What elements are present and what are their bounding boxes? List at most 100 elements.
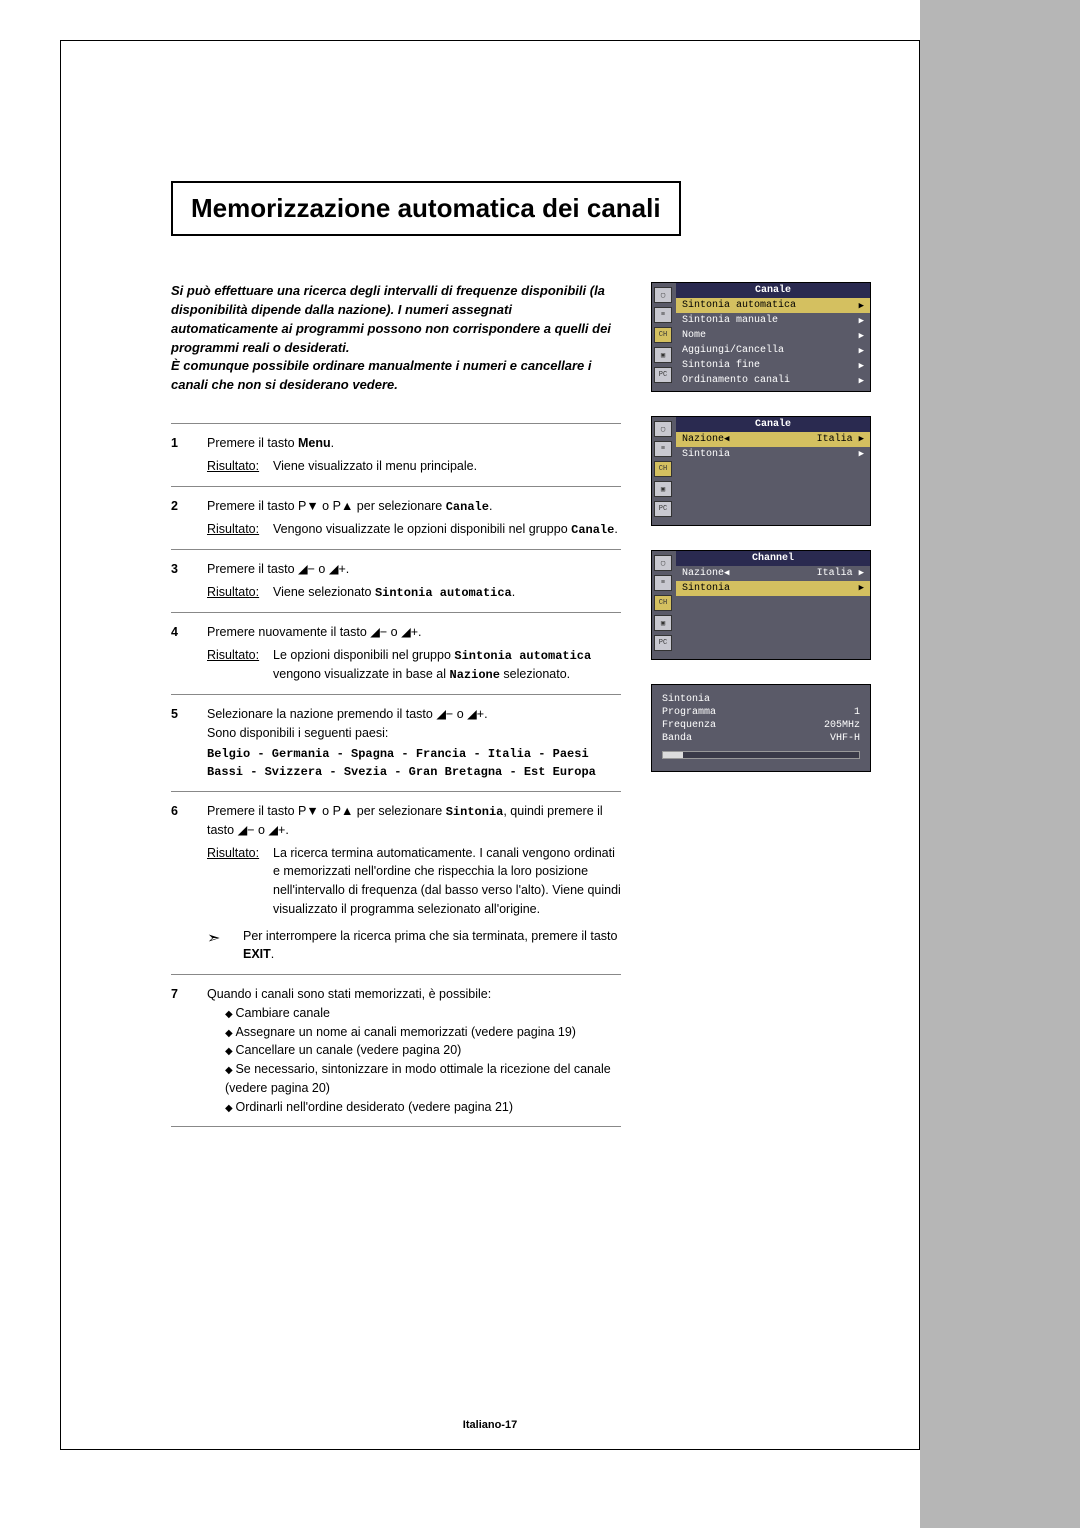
osd-info-label: Banda [662,733,692,744]
osd-menu-item: Nome ▶ [676,328,870,343]
osd-item-label: Aggiungi/Cancella [682,345,784,356]
page: Memorizzazione automatica dei canali Si … [0,0,1080,1528]
osd-body: Channel Nazione◀ Italia ▶ Sintonia ▶ [676,551,870,659]
note-arrow-icon: ➣ [207,927,243,965]
osd-icon-strip: ▢ ≡ CH ▣ PC [652,551,676,659]
title-box: Memorizzazione automatica dei canali [171,181,681,236]
result-row: Risultato: Viene selezionato Sintonia au… [207,583,621,602]
osd-side-icon: ▢ [654,421,672,437]
bullet-item: Se necessario, sintonizzare in modo otti… [225,1060,621,1098]
result-text: Viene selezionato Sintonia automatica. [273,583,621,602]
osd-item-label: Ordinamento canali [682,375,790,386]
step-text: Quando i canali sono stati memorizzati, … [207,985,621,1004]
step-body: Selezionare la nazione premendo il tasto… [207,705,621,781]
chevron-right-icon: ▶ [859,301,864,311]
result-mono: Canale [571,523,614,537]
chevron-right-icon: ▶ [859,568,864,578]
step-1: 1 Premere il tasto Menu. Risultato: Vien… [171,423,621,486]
osd-menu-item: Sintonia ▶ [676,581,870,596]
intro-block: Si può effettuare una ricerca degli inte… [171,282,621,395]
chevron-left-icon: ◀ [724,434,729,444]
osd-title: Channel [676,551,870,566]
left-column: Si può effettuare una ricerca degli inte… [171,282,621,1127]
vol-plus-icon: ◢+ [467,705,484,724]
osd-side-icon: ≡ [654,307,672,323]
chevron-right-icon: ▶ [859,376,864,386]
osd-side-icon: CH [654,595,672,611]
step-number: 7 [171,985,207,1116]
chevron-right-icon: ▶ [859,361,864,371]
step-text-post: . [489,499,492,513]
osd-item-label: Nome [682,330,706,341]
result-pre: Le opzioni disponibili nel gruppo [273,648,454,662]
osd-info-row: Sintonia [662,693,860,706]
result-mono: Sintonia automatica [375,586,512,600]
osd-info-label: Frequenza [662,720,716,731]
step-5: 5 Selezionare la nazione premendo il tas… [171,694,621,791]
bullet-item: Cancellare un canale (vedere pagina 20) [225,1041,621,1060]
step-number: 2 [171,497,207,539]
step-body: Premere il tasto P▼ o P▲ per selezionare… [207,497,621,539]
step-text: Premere il tasto ◢− o ◢+. [207,562,349,576]
result-post: selezionato. [500,667,570,681]
step-mono: Sintonia [446,805,504,819]
result-row: Risultato: Vengono visualizzate le opzio… [207,520,621,539]
osd-side-icon: ≡ [654,441,672,457]
chevron-right-icon: ▶ [859,434,864,444]
step-pre: Premere il tasto P▼ o P▲ per selezionare [207,804,446,818]
progress-bar-fill [663,752,683,758]
result-mono2: Nazione [450,668,500,682]
bullet-item: Ordinarli nell'ordine desiderato (vedere… [225,1098,621,1117]
osd-item-value: ▶ [859,583,864,594]
result-pre: Viene selezionato [273,585,375,599]
page-title: Memorizzazione automatica dei canali [191,193,661,224]
osd-menu-item: Sintonia automatica ▶ [676,298,870,313]
osd-icon-strip: ▢ ≡ CH ▣ PC [652,417,676,525]
gray-sidebar [920,0,1080,1528]
step-body: Premere nuovamente il tasto ◢− o ◢+. Ris… [207,623,621,684]
step-3: 3 Premere il tasto ◢− o ◢+. Risultato: V… [171,549,621,612]
result-post: . [614,522,617,536]
osd-side-icon: CH [654,327,672,343]
chevron-right-icon: ▶ [859,331,864,341]
result-row: Risultato: La ricerca termina automatica… [207,844,621,919]
vol-plus-icon: ◢+ [268,821,285,840]
vol-minus-icon: ◢− [370,623,387,642]
two-column-layout: Si può effettuare una ricerca degli inte… [171,282,941,1127]
step-text: Premere il tasto P▼ o P▲ per selezionare [207,499,446,513]
chevron-left-icon: ◀ [724,568,729,578]
intro-line-1: Si può effettuare una ricerca degli inte… [171,282,621,357]
step-2: 2 Premere il tasto P▼ o P▲ per seleziona… [171,486,621,549]
osd-item-label: Sintonia automatica [682,300,796,311]
step-text-post: . [331,436,334,450]
step-bold: Menu [298,436,331,450]
osd-side-icon: ▣ [654,347,672,363]
result-label: Risultato: [207,457,273,476]
bullet-item: Assegnare un nome ai canali memorizzati … [225,1023,621,1042]
note-text: Per interrompere la ricerca prima che si… [243,927,621,965]
osd-item-label: Nazione◀ [682,568,729,579]
step-line1: Selezionare la nazione premendo il tasto… [207,705,621,724]
intro-line-2: È comunque possibile ordinare manualment… [171,357,621,395]
result-text: Vengono visualizzate le opzioni disponib… [273,520,621,539]
osd-side-icon: PC [654,635,672,651]
osd-title: Canale [676,417,870,432]
chevron-right-icon: ▶ [859,316,864,326]
note-pre: Per interrompere la ricerca prima che si… [243,929,617,943]
osd-icon-strip: ▢ ≡ CH ▣ PC [652,283,676,391]
result-label: Risultato: [207,844,273,919]
osd-body: Canale Nazione◀Italia ▶Sintonia ▶ [676,417,870,525]
step-text: Premere nuovamente il tasto ◢− o ◢+. [207,625,422,639]
step-6: 6 Premere il tasto P▼ o P▲ per seleziona… [171,791,621,975]
result-pre: Vengono visualizzate le opzioni disponib… [273,522,571,536]
step-body: Quando i canali sono stati memorizzati, … [207,985,621,1116]
content-area: Memorizzazione automatica dei canali Si … [171,181,941,1127]
note-bold: EXIT [243,947,271,961]
osd-info-row: Programma1 [662,706,860,719]
osd-info-label: Sintonia [662,694,710,705]
result-mono: Sintonia automatica [454,649,591,663]
osd-item-value: Italia ▶ [817,568,864,579]
osd-panel-4: SintoniaProgramma1Frequenza205MHzBandaVH… [651,684,871,772]
step-body: Premere il tasto ◢− o ◢+. Risultato: Vie… [207,560,621,602]
result-row: Risultato: Viene visualizzato il menu pr… [207,457,621,476]
